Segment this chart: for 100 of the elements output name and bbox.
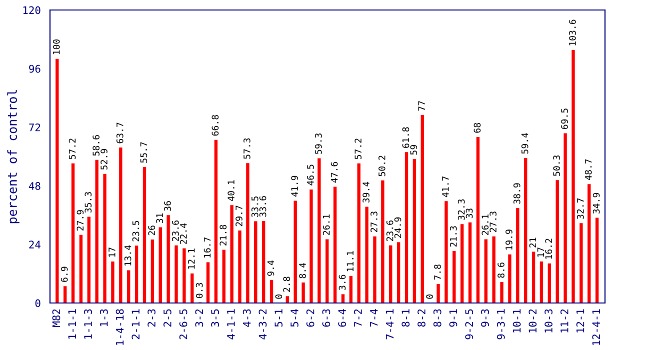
y-tick-label: 24 xyxy=(29,240,40,248)
data-label: 32.7 xyxy=(576,198,584,219)
data-label: 23.6 xyxy=(386,220,394,242)
x-tick-label: 9-1 xyxy=(449,309,458,327)
data-label: 55.7 xyxy=(140,142,148,163)
data-label: 26.1 xyxy=(482,214,489,235)
data-label: 11.1 xyxy=(346,251,354,272)
x-tick-label: 1-1-3 xyxy=(84,309,92,339)
y-tick-label: 72 xyxy=(29,123,40,132)
data-label: 13.4 xyxy=(124,245,132,266)
data-label: 21 xyxy=(529,238,536,248)
data-label: 2.8 xyxy=(283,276,290,292)
data-label: 57.2 xyxy=(68,138,76,160)
data-label: 19.9 xyxy=(506,230,512,250)
data-label: 48.7 xyxy=(584,159,592,180)
data-label: 0 xyxy=(275,294,282,299)
data-label: 16.7 xyxy=(204,238,211,258)
x-tick-label: 6-2 xyxy=(306,309,314,327)
x-tick-label: 2-5 xyxy=(163,309,172,327)
data-label: 69.5 xyxy=(561,108,568,130)
data-label: 24.9 xyxy=(394,217,402,238)
data-label: 57.2 xyxy=(354,138,362,160)
x-tick-label: 3-2 xyxy=(195,309,204,327)
x-tick-label: 5-1 xyxy=(274,309,283,327)
x-tick-label: 10-3 xyxy=(544,309,552,332)
data-label: 23.5 xyxy=(132,220,140,242)
data-label: 17 xyxy=(108,248,116,257)
x-tick-label: 1-1-1 xyxy=(68,309,76,339)
x-tick-label: 8-1 xyxy=(402,309,410,327)
data-label: 6.9 xyxy=(60,266,68,282)
x-tick-label: 11-2 xyxy=(560,309,568,332)
data-label: 8.6 xyxy=(498,262,504,278)
data-label: 0.3 xyxy=(196,282,203,298)
data-label: 16.2 xyxy=(545,238,552,259)
data-label: 33.5 xyxy=(251,196,258,217)
x-tick-label: 4-1-1 xyxy=(227,309,235,340)
data-label: 17 xyxy=(537,248,544,257)
data-label: 77 xyxy=(418,101,425,111)
data-label: 47.6 xyxy=(330,162,338,183)
x-tick-label: 9-3 xyxy=(481,309,489,327)
data-label: 33.6 xyxy=(259,196,266,217)
data-label: 21.3 xyxy=(450,226,457,247)
x-tick-label: 6-4 xyxy=(338,309,346,327)
x-tick-label: 2-6-5 xyxy=(179,309,188,340)
x-tick-label: 2-1-1 xyxy=(132,309,140,340)
x-tick-label: 2-3 xyxy=(148,309,156,327)
x-tick-label: M82 xyxy=(52,309,60,327)
data-label: 33 xyxy=(466,208,473,218)
data-label: 40.1 xyxy=(228,180,234,201)
data-label: 27.9 xyxy=(76,210,84,231)
y-tick-label: 48 xyxy=(28,182,40,190)
data-label: 68 xyxy=(474,123,481,133)
x-tick-label: 1-4-18 xyxy=(116,309,124,345)
data-label: 59 xyxy=(410,145,418,155)
data-label: 58.6 xyxy=(92,135,100,156)
data-label: 50.2 xyxy=(378,156,386,176)
data-label: 31 xyxy=(156,213,164,224)
data-label: 46.5 xyxy=(307,164,314,186)
x-tick-label: 12-1 xyxy=(576,309,584,332)
y-tick-label: 96 xyxy=(29,64,40,73)
data-label: 39.4 xyxy=(362,182,370,203)
data-label: 26 xyxy=(148,226,156,236)
data-label: 63.7 xyxy=(116,122,124,144)
data-label: 36 xyxy=(164,201,171,211)
y-tick-label: 0 xyxy=(35,299,40,308)
data-label: 57.3 xyxy=(244,138,250,159)
x-tick-label: 4-3 xyxy=(242,309,251,327)
y-tick-label: 120 xyxy=(23,6,40,14)
data-label: 34.9 xyxy=(592,192,600,214)
data-label: 7.8 xyxy=(434,264,441,280)
x-tick-label: 10-1 xyxy=(512,309,521,332)
data-label: 29.7 xyxy=(236,206,242,226)
data-label: 103.6 xyxy=(569,20,576,46)
y-axis-title: percent of control xyxy=(7,90,20,224)
x-tick-label: 10-2 xyxy=(528,309,537,332)
data-label: 41.7 xyxy=(442,176,449,198)
data-label: 23.6 xyxy=(172,220,179,242)
data-label: 8.4 xyxy=(299,262,306,278)
data-label: 0 xyxy=(426,294,433,299)
data-label: 32.3 xyxy=(458,199,465,220)
x-tick-label: 3-5 xyxy=(211,309,219,327)
data-label: 38.9 xyxy=(513,183,520,204)
data-label: 61.8 xyxy=(402,127,410,148)
data-label: 100 xyxy=(52,39,60,54)
x-tick-label: 6-3 xyxy=(322,309,330,327)
x-tick-label: 5-4 xyxy=(290,309,298,327)
x-tick-label: 7-4 xyxy=(370,309,378,327)
data-label: 35.3 xyxy=(84,192,92,213)
data-label: 59.3 xyxy=(314,133,322,154)
data-label: 27.3 xyxy=(490,212,496,232)
data-label: 21.8 xyxy=(220,224,227,246)
data-label: 3.6 xyxy=(338,274,346,290)
x-tick-label: 9-3-1 xyxy=(496,309,505,340)
data-label: 12.1 xyxy=(188,248,195,269)
x-tick-label: 4-3-2 xyxy=(258,309,267,340)
x-tick-label: 7-2 xyxy=(354,309,362,327)
data-label: 52.9 xyxy=(100,149,108,170)
x-tick-label: 9-2-5 xyxy=(465,309,474,340)
data-label: 27.3 xyxy=(370,212,378,232)
data-label: 26.1 xyxy=(322,214,330,235)
